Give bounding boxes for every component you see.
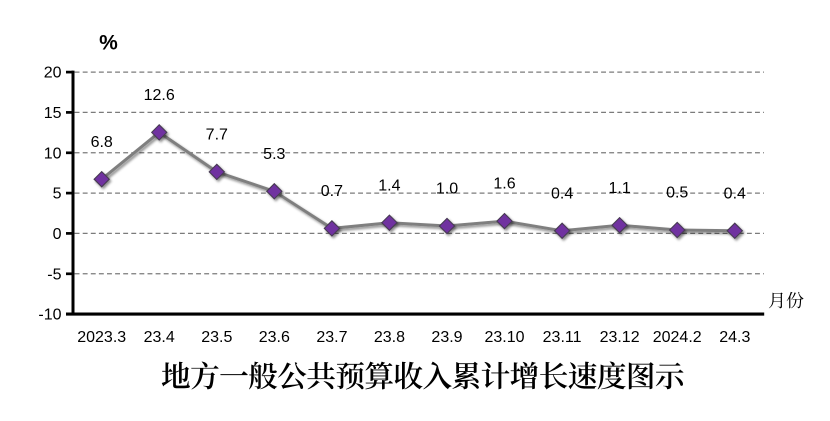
svg-text:7.7: 7.7: [206, 127, 228, 144]
svg-text:1.1: 1.1: [608, 180, 630, 197]
svg-text:5.3: 5.3: [263, 146, 285, 163]
svg-text:24.3: 24.3: [719, 329, 750, 346]
svg-text:15: 15: [44, 105, 62, 122]
svg-text:6.8: 6.8: [91, 134, 113, 151]
svg-text:23.4: 23.4: [144, 329, 175, 346]
svg-text:0: 0: [53, 226, 62, 243]
svg-text:1.4: 1.4: [378, 177, 400, 194]
svg-text:2023.3: 2023.3: [77, 329, 126, 346]
svg-text:23.6: 23.6: [259, 329, 290, 346]
svg-text:23.11: 23.11: [543, 329, 582, 346]
svg-text:0.7: 0.7: [321, 183, 343, 200]
svg-text:12.6: 12.6: [144, 87, 175, 104]
svg-text:0.4: 0.4: [724, 185, 746, 202]
svg-text:-5: -5: [47, 266, 61, 283]
svg-text:-10: -10: [38, 307, 61, 324]
svg-text:23.9: 23.9: [431, 329, 462, 346]
svg-text:0.5: 0.5: [666, 185, 688, 202]
svg-text:1.6: 1.6: [493, 176, 515, 193]
svg-text:20: 20: [44, 65, 62, 82]
svg-text:23.12: 23.12: [600, 329, 640, 346]
svg-text:10: 10: [44, 145, 62, 162]
svg-text:23.8: 23.8: [374, 329, 405, 346]
svg-text:%: %: [99, 32, 118, 55]
svg-text:2024.2: 2024.2: [653, 329, 702, 346]
svg-text:1.0: 1.0: [436, 181, 458, 198]
svg-text:23.7: 23.7: [316, 329, 347, 346]
svg-text:23.5: 23.5: [201, 329, 232, 346]
svg-text:23.10: 23.10: [484, 329, 524, 346]
svg-text:0.4: 0.4: [551, 185, 573, 202]
svg-text:5: 5: [53, 186, 62, 203]
